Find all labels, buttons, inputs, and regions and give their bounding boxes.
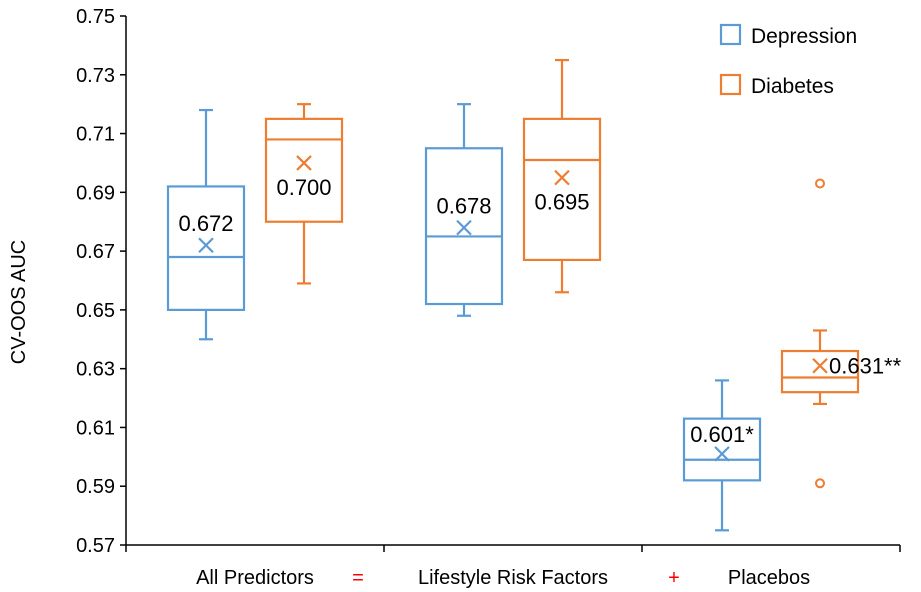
outlier-point (815, 478, 825, 489)
legend: Depression Diabetes (719, 23, 857, 98)
box-depression-2: 0.601* (682, 379, 762, 532)
mean-value-label: 0.601* (690, 422, 754, 447)
y-axis-title: CV-OOS AUC (8, 240, 30, 364)
mean-marker (554, 169, 570, 186)
y-axis: 0.57 0.59 0.61 0.63 0.65 0.67 0.69 0.71 0.73 0.75 (76, 6, 127, 557)
y-tick-label: 0.57 (76, 535, 115, 557)
y-tick-label: 0.59 (76, 476, 115, 498)
mean-marker (812, 357, 828, 374)
iqr-box (522, 117, 602, 262)
iqr-box (264, 117, 344, 223)
y-tick-label: 0.73 (76, 65, 115, 87)
mean-value-label: 0.678 (436, 194, 491, 219)
mean-marker (714, 446, 730, 462)
legend-label: Diabetes (751, 75, 834, 98)
iqr-box (780, 349, 860, 394)
y-tick-label: 0.67 (76, 241, 115, 263)
mean-value-label: 0.700 (276, 175, 331, 200)
x-category-label: Lifestyle Risk Factors (418, 567, 608, 589)
x-category-label: Placebos (728, 567, 810, 589)
iqr-box (424, 147, 504, 306)
y-tick-label: 0.75 (76, 6, 115, 28)
y-tick-label: 0.63 (76, 359, 115, 381)
x-axis: All Predictors Lifestyle Risk Factors Plac… (125, 544, 901, 589)
legend-swatch (719, 73, 742, 96)
mean-marker (198, 237, 214, 254)
box-diabetes-2: 0.631** (780, 178, 902, 489)
box-diabetes-0: 0.700 (264, 103, 344, 285)
legend-label: Depression (751, 25, 857, 48)
mean-marker (296, 155, 312, 171)
operator-label: + (668, 567, 680, 589)
x-category-label: All Predictors (196, 567, 314, 589)
outlier-point (815, 178, 825, 189)
iqr-box (166, 185, 246, 311)
y-tick-label: 0.61 (76, 417, 115, 439)
iqr-box (682, 417, 762, 482)
mean-value-label: 0.631** (829, 354, 902, 379)
legend-swatch (719, 23, 742, 46)
mean-marker (456, 219, 472, 236)
y-tick-label: 0.71 (76, 124, 115, 146)
box-depression-0: 0.672 (166, 108, 246, 341)
box-diabetes-1: 0.695 (522, 58, 602, 294)
box-series: 0.672 0.678 0.601* 0.700 0.695 0.631** (166, 58, 902, 532)
box-depression-1: 0.678 (424, 103, 504, 317)
mean-value-label: 0.672 (178, 211, 233, 236)
mean-value-label: 0.695 (534, 190, 589, 215)
y-tick-label: 0.65 (76, 300, 115, 322)
y-tick-label: 0.69 (76, 182, 115, 204)
operator-label: = (352, 567, 364, 589)
